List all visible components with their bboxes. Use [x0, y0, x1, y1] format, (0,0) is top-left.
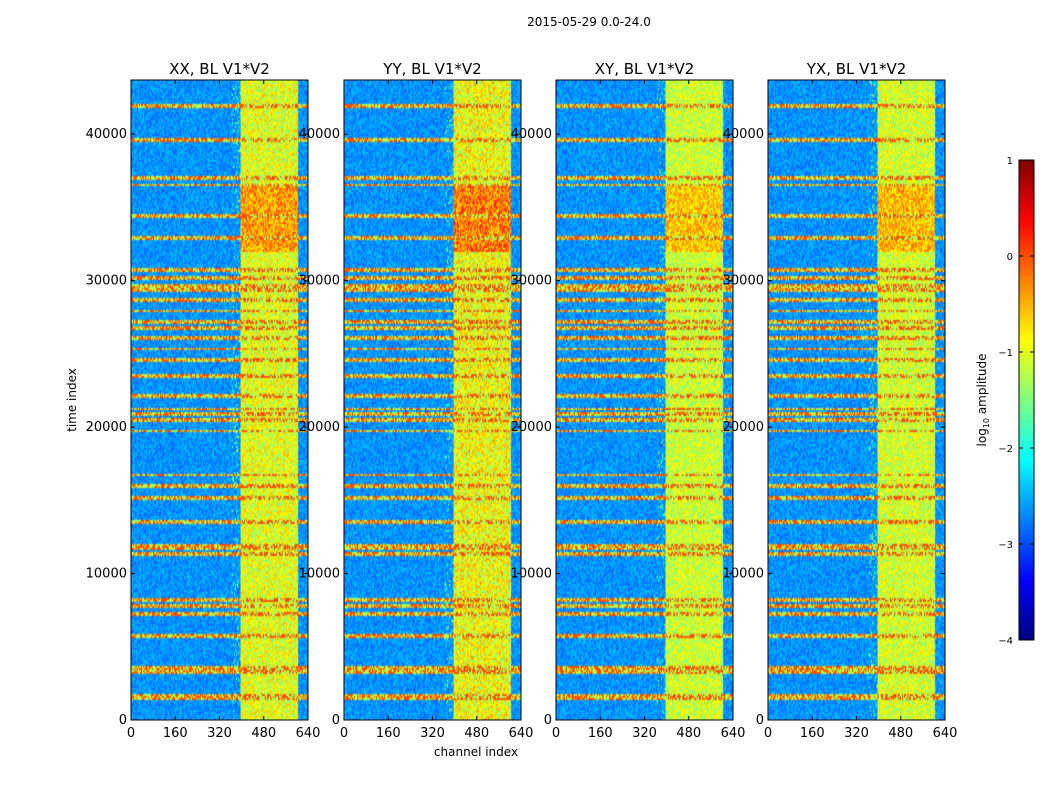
heatmap-image [556, 80, 733, 720]
y-tick-label: 20000 [511, 420, 552, 435]
heatmap-image [344, 80, 521, 720]
x-tick-label: 320 [844, 726, 869, 741]
x-tick-label: 0 [127, 726, 135, 741]
y-tick-label: 0 [544, 713, 552, 728]
panel-2: YY, BL V1*V2 0 160 320 480 640 0 10000 20000 3000… [299, 60, 534, 741]
x-tick-label: 640 [296, 726, 321, 741]
x-tick-label: 160 [588, 726, 613, 741]
colorbar-label: log10 amplitude [975, 354, 991, 447]
x-tick-label: 640 [933, 726, 958, 741]
y-tick-label: 40000 [86, 127, 127, 142]
panel-4: YX, BL V1*V2 0 160 320 480 640 0 10000 20000 3000… [723, 60, 958, 741]
y-tick-label: 20000 [299, 420, 340, 435]
colorbar: 1 0 −1 −2 −3 −4 log10 amplitude [975, 156, 1035, 647]
colorbar-tick-label: −3 [998, 540, 1013, 551]
x-tick-label: 640 [721, 726, 746, 741]
colorbar-tick-label: −1 [998, 348, 1013, 359]
y-tick-label: 20000 [723, 420, 764, 435]
y-tick-label: 0 [119, 713, 127, 728]
colorbar-ticks: 1 0 −1 −2 −3 −4 [998, 156, 1034, 647]
panel-title: XX, BL V1*V2 [169, 60, 270, 78]
colorbar-tick-label: 1 [1007, 156, 1013, 167]
heatmap-image [768, 80, 945, 720]
x-tick-label: 480 [251, 726, 276, 741]
y-tick-label: 0 [756, 713, 764, 728]
x-tick-label: 640 [509, 726, 534, 741]
colorbar-tick-label: −2 [998, 444, 1013, 455]
x-tick-label: 480 [676, 726, 701, 741]
x-tick-label: 480 [464, 726, 489, 741]
figure-suptitle: 2015-05-29 0.0-24.0 [527, 15, 651, 29]
colorbar-tick-label: 0 [1007, 252, 1013, 263]
x-tick-label: 0 [764, 726, 772, 741]
panel-3: XY, BL V1*V2 0 160 320 480 640 0 10000 20000 3000… [511, 60, 746, 741]
x-tick-label: 160 [800, 726, 825, 741]
x-tick-label: 320 [420, 726, 445, 741]
x-tick-label: 160 [163, 726, 188, 741]
y-tick-label: 10000 [86, 567, 127, 582]
y-tick-label: 30000 [723, 274, 764, 289]
y-tick-label: 10000 [511, 567, 552, 582]
panel-title: YY, BL V1*V2 [382, 60, 481, 78]
y-tick-label: 20000 [86, 420, 127, 435]
x-axis-label: channel index [434, 745, 518, 759]
y-tick-label: 40000 [723, 127, 764, 142]
heatmap-image [131, 80, 308, 720]
x-tick-label: 320 [207, 726, 232, 741]
y-tick-label: 30000 [299, 274, 340, 289]
y-tick-label: 40000 [299, 127, 340, 142]
colorbar-gradient [1018, 159, 1035, 641]
y-axis-label: time index [65, 368, 79, 432]
y-tick-label: 40000 [511, 127, 552, 142]
panel-title: YX, BL V1*V2 [806, 60, 907, 78]
x-tick-label: 320 [632, 726, 657, 741]
y-tick-label: 30000 [86, 274, 127, 289]
x-tick-label: 480 [888, 726, 913, 741]
x-tick-label: 0 [340, 726, 348, 741]
y-tick-label: 10000 [723, 567, 764, 582]
panel-title: XY, BL V1*V2 [595, 60, 695, 78]
x-tick-label: 0 [552, 726, 560, 741]
colorbar-tick-label: −4 [998, 636, 1013, 647]
y-tick-label: 30000 [511, 274, 552, 289]
heatmap-panels: XX, BL V1*V2 0 160 320 480 640 0 10000 20000 3000… [86, 60, 958, 741]
x-tick-label: 160 [376, 726, 401, 741]
panel-1: XX, BL V1*V2 0 160 320 480 640 0 10000 20000 3000… [86, 60, 321, 741]
y-tick-label: 10000 [299, 567, 340, 582]
y-tick-label: 0 [332, 713, 340, 728]
